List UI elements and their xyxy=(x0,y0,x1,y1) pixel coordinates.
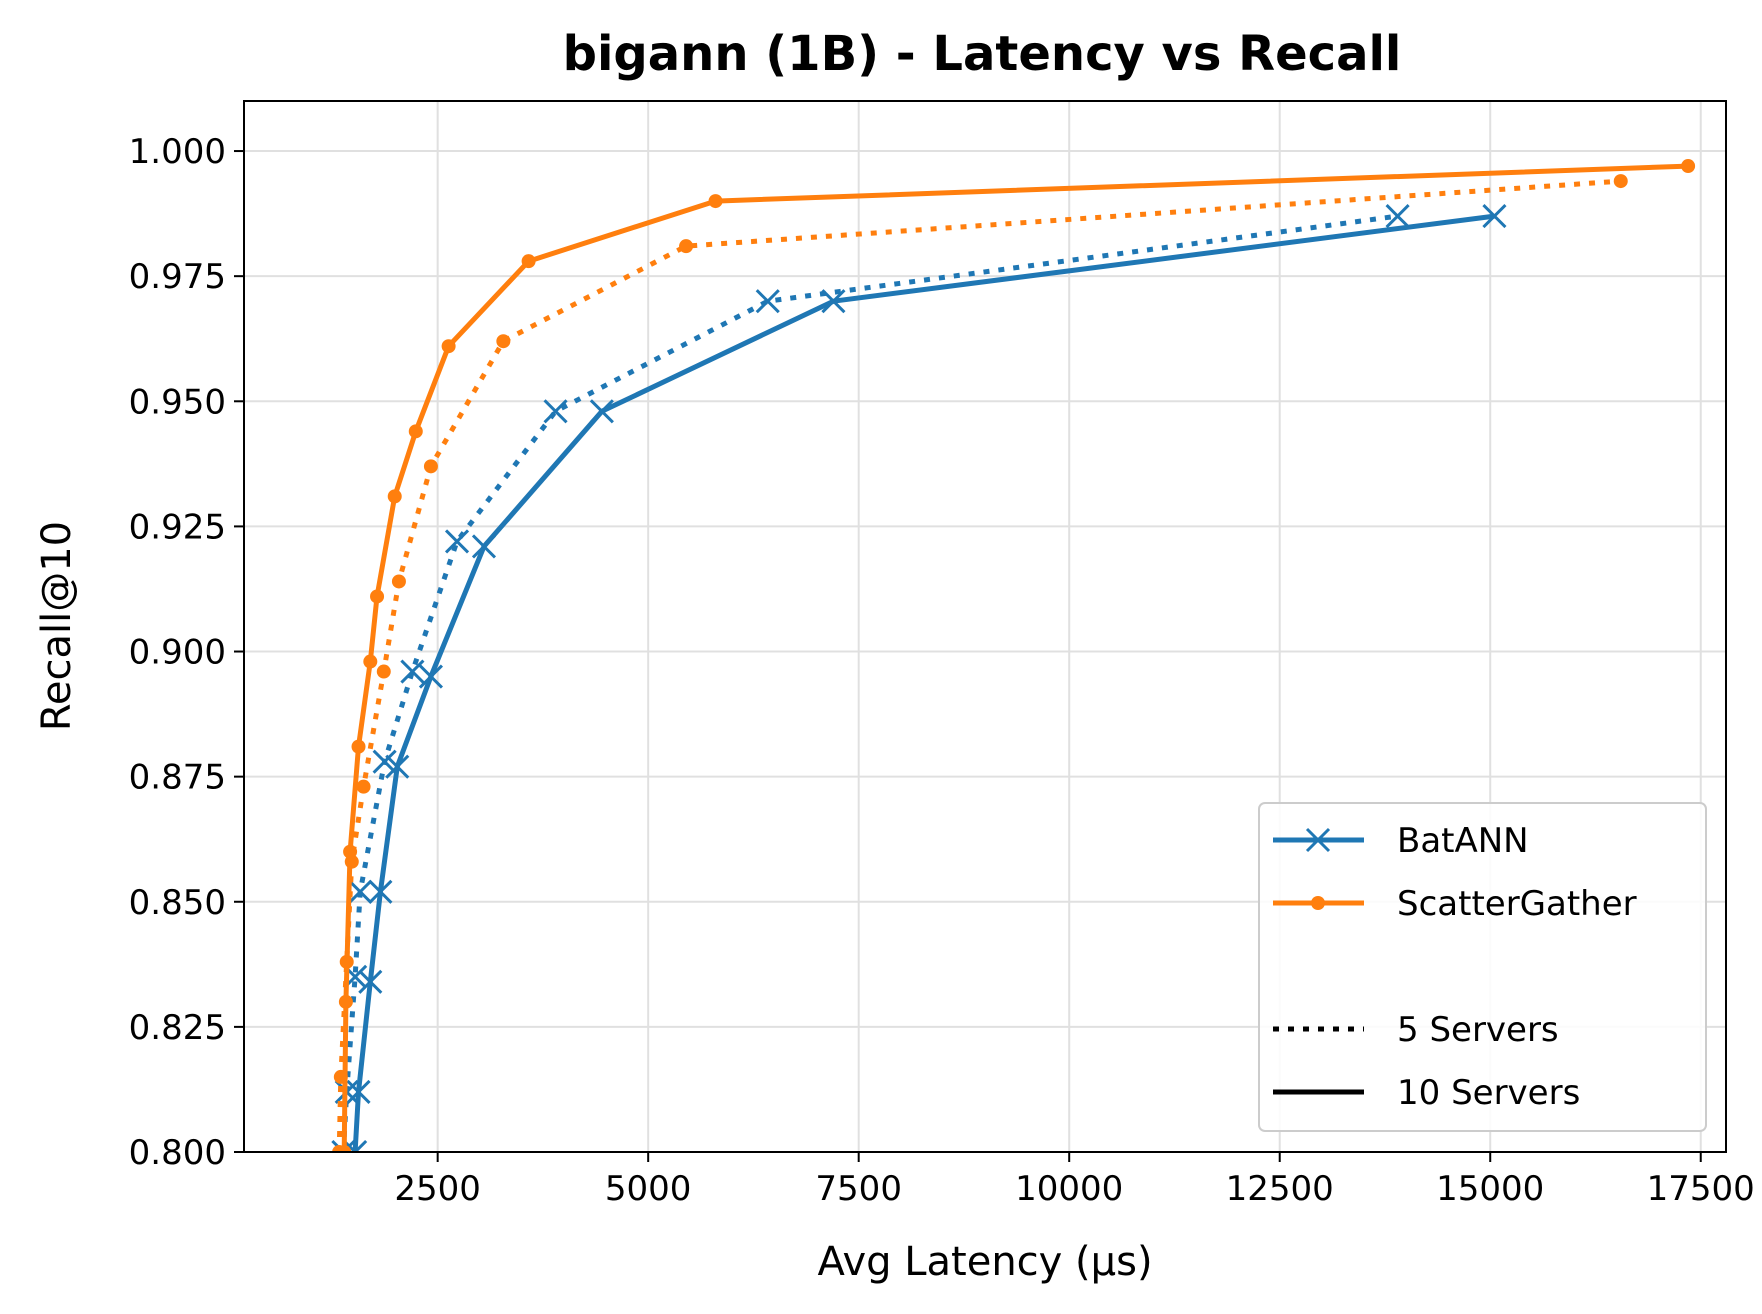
data-point-batann-10-servers-stroke xyxy=(471,534,497,559)
data-point-batann-10-servers xyxy=(418,664,443,689)
data-point-batann-5-servers xyxy=(348,879,373,904)
data-point-batann-10-servers-stroke xyxy=(1482,204,1507,229)
data-point-batann-10-servers xyxy=(589,399,614,424)
y-axis-label: Recall@10 xyxy=(34,521,80,731)
data-point-scattergather-10-servers xyxy=(387,489,402,504)
y-tick-label: 0.850 xyxy=(129,883,226,923)
data-point-scattergather-5-servers xyxy=(423,459,438,474)
ticks: 2500 5000 7500 10000 12500 15000 17500 0.800 0.8… xyxy=(129,132,1755,1209)
data-point-scattergather-10-servers xyxy=(441,339,456,354)
y-tick-label: 0.925 xyxy=(129,507,226,547)
y-tick-label: 0.900 xyxy=(129,633,226,673)
data-point-batann-10-servers-stroke xyxy=(346,1079,371,1105)
x-axis-label: Avg Latency (µs) xyxy=(817,1239,1152,1285)
data-point-scattergather-10-servers xyxy=(521,254,536,269)
legend-label: 5 Servers xyxy=(1397,1010,1559,1050)
data-point-batann-5-servers-stroke xyxy=(331,1139,346,1152)
y-tick-label: 0.975 xyxy=(129,257,226,297)
legend-box xyxy=(1258,802,1707,1132)
series-line-batann-10-servers xyxy=(352,213,1495,1152)
data-point-batann-10-servers xyxy=(1482,204,1507,229)
data-point-scattergather-5-servers xyxy=(1613,174,1628,189)
series-layer xyxy=(331,159,1696,1152)
data-point-batann-5-servers xyxy=(444,529,470,554)
data-point-scattergather-5-servers xyxy=(376,664,391,679)
data-point-scattergather-5-servers xyxy=(496,334,511,349)
y-tick-label: 0.950 xyxy=(129,382,226,422)
legend-label: BatANN xyxy=(1397,821,1529,861)
legend-label: 10 Servers xyxy=(1397,1073,1580,1113)
data-point-batann-10-servers xyxy=(358,969,383,994)
data-point-batann-5-servers xyxy=(400,659,425,684)
data-point-batann-10-servers-stroke xyxy=(418,664,443,689)
data-point-batann-10-servers-stroke xyxy=(368,879,393,904)
data-point-batann-10-servers-stroke xyxy=(385,754,410,779)
plot-area-frame xyxy=(243,100,1727,1153)
data-point-scattergather-10-servers xyxy=(1681,159,1696,174)
data-point-batann-5-servers xyxy=(543,399,568,424)
data-point-batann-5-servers-stroke xyxy=(755,289,780,314)
data-point-batann-10-servers xyxy=(368,879,393,904)
data-point-scattergather-10-servers xyxy=(370,589,385,604)
chart-title: bigann (1B) - Latency vs Recall xyxy=(563,26,1402,82)
data-point-scattergather-5-servers xyxy=(391,574,406,589)
data-point-batann-5-servers-stroke xyxy=(348,879,373,904)
data-point-batann-5-servers-stroke xyxy=(444,529,470,554)
series-group xyxy=(331,159,1696,1152)
legend-swatch-marker xyxy=(1311,896,1325,910)
data-point-batann-5-servers xyxy=(755,289,780,314)
data-point-batann-10-servers xyxy=(346,1079,371,1105)
series-line-batann-5-servers xyxy=(340,213,1398,1152)
data-point-scattergather-10-servers xyxy=(343,844,358,859)
y-tick-label: 1.000 xyxy=(129,132,226,172)
legend-label: ScatterGather xyxy=(1397,884,1637,924)
data-point-scattergather-5-servers xyxy=(356,779,371,794)
data-point-batann-10-servers-stroke xyxy=(353,1139,368,1152)
data-point-scattergather-10-servers xyxy=(351,739,366,754)
data-point-scattergather-10-servers xyxy=(408,424,423,439)
series-line-scattergather-10-servers xyxy=(341,163,1689,1152)
data-point-batann-10-servers-stroke xyxy=(343,1139,358,1152)
legend: BatANN ScatterGather 5 Servers 10 Servers xyxy=(1258,802,1707,1132)
data-point-batann-10-servers xyxy=(821,289,846,314)
data-point-batann-10-servers-stroke xyxy=(589,399,614,424)
x-tick-label: 15000 xyxy=(1436,1169,1544,1209)
data-point-scattergather-10-servers xyxy=(363,654,378,669)
x-tick-label: 2500 xyxy=(394,1169,481,1209)
data-point-batann-10-servers xyxy=(385,754,410,779)
x-tick-label: 10000 xyxy=(1015,1169,1123,1209)
data-point-batann-5-servers-stroke xyxy=(400,659,425,684)
y-tick-label: 0.800 xyxy=(129,1133,226,1173)
data-point-scattergather-10-servers xyxy=(337,1145,352,1152)
data-point-scattergather-10-servers xyxy=(338,994,353,1009)
data-point-batann-10-servers-stroke xyxy=(358,969,383,994)
data-point-batann-5-servers-stroke xyxy=(1385,204,1410,229)
y-tick-label: 0.875 xyxy=(129,758,226,798)
data-point-batann-5-servers-stroke xyxy=(372,749,397,774)
x-tick-label: 5000 xyxy=(605,1169,692,1209)
data-point-batann-5-servers xyxy=(331,1139,356,1152)
data-point-batann-5-servers xyxy=(1385,204,1410,229)
x-tick-label: 12500 xyxy=(1226,1169,1334,1209)
legend-swatch-marker xyxy=(1305,827,1331,853)
data-point-batann-5-servers xyxy=(372,749,397,774)
data-point-scattergather-5-servers xyxy=(679,239,694,254)
data-point-batann-5-servers-stroke xyxy=(543,399,568,424)
legend-swatch-marker-stroke xyxy=(1305,827,1331,853)
x-tick-label: 17500 xyxy=(1647,1169,1755,1209)
data-point-batann-10-servers-stroke xyxy=(821,289,846,314)
data-point-batann-5-servers-stroke xyxy=(341,1139,356,1152)
data-point-scattergather-10-servers xyxy=(708,194,723,209)
y-tick-label: 0.825 xyxy=(129,1008,226,1048)
data-point-batann-10-servers xyxy=(343,1139,368,1152)
x-tick-label: 7500 xyxy=(815,1169,902,1209)
data-point-batann-10-servers xyxy=(471,534,497,559)
